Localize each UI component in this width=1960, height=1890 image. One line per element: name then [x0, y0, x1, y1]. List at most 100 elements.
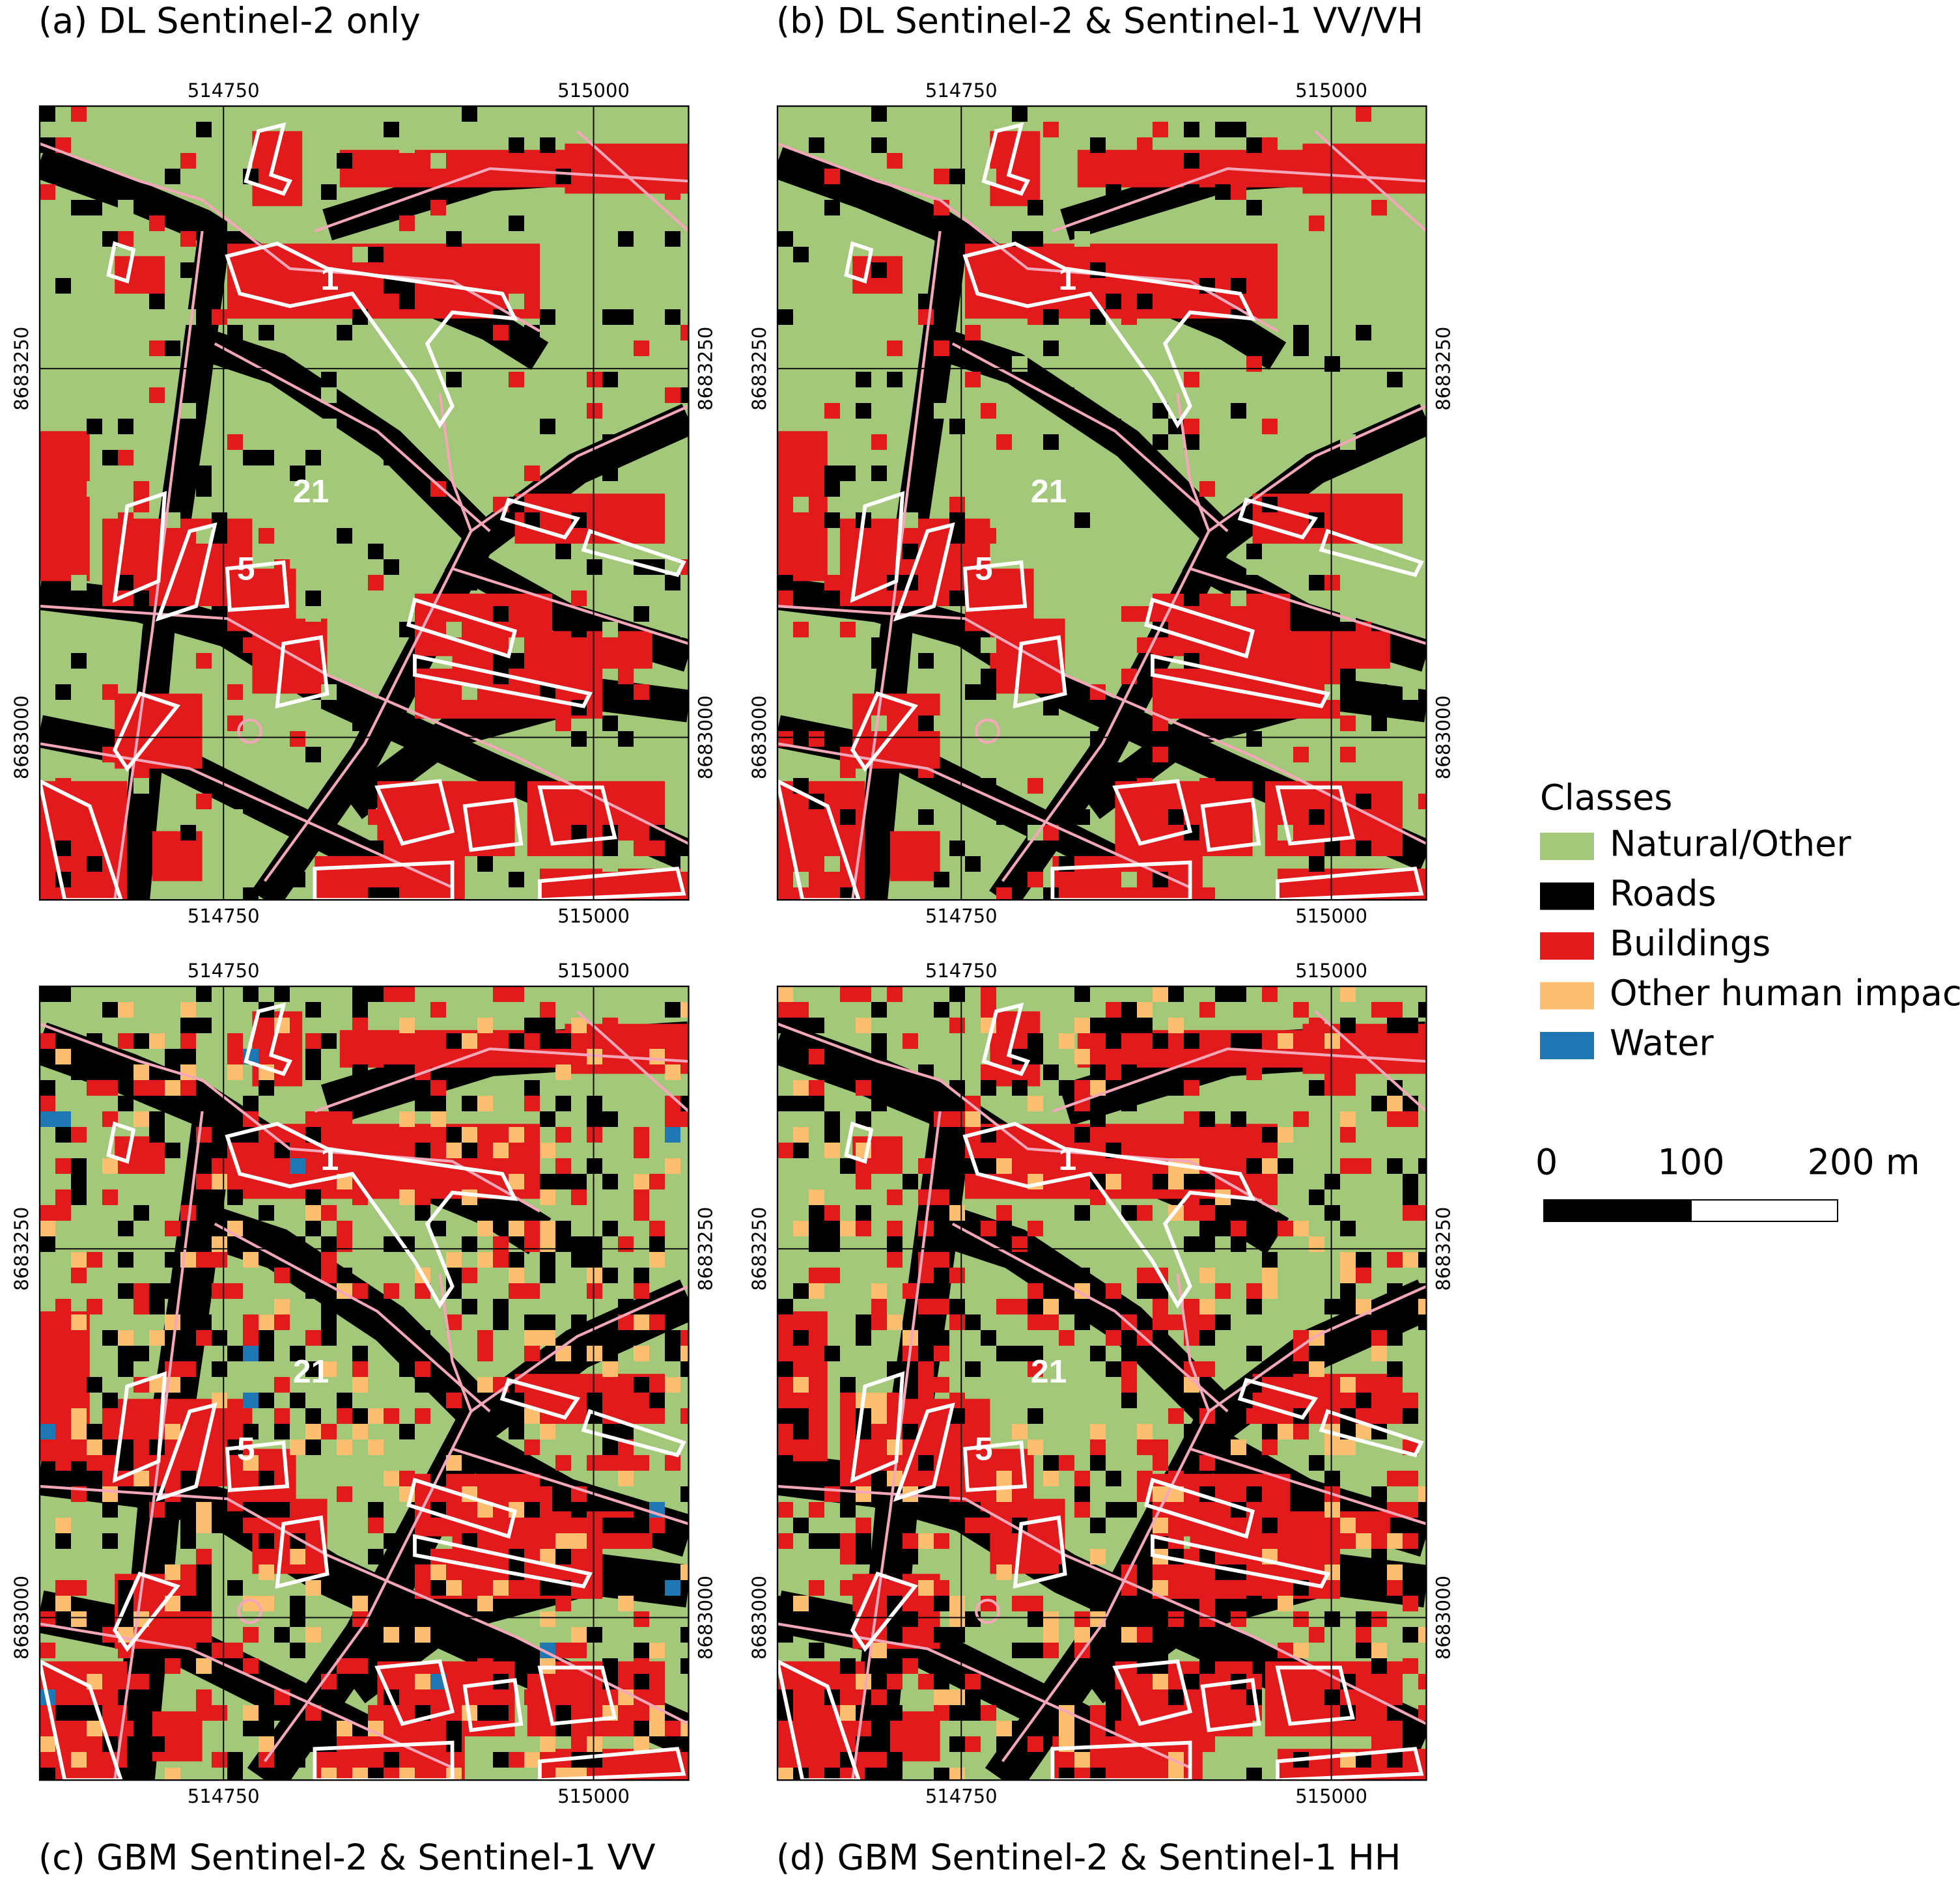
pixel — [87, 1439, 102, 1455]
pixel — [918, 1533, 934, 1549]
pixel — [1199, 1502, 1215, 1518]
pixel — [1184, 122, 1199, 137]
pixel — [40, 1752, 55, 1768]
pixel — [793, 1424, 809, 1439]
pixel — [40, 1080, 55, 1096]
pixel — [368, 1174, 384, 1189]
building-outline — [981, 122, 1031, 196]
pixel — [368, 1518, 384, 1533]
pixel — [227, 1346, 243, 1361]
pixel — [1028, 200, 1043, 215]
pixel — [227, 1283, 243, 1299]
pixel — [949, 1268, 965, 1283]
pixel — [1340, 1080, 1356, 1096]
pixel — [1043, 1611, 1059, 1627]
pixel — [1371, 716, 1387, 731]
pixel — [602, 466, 619, 481]
pixel — [352, 247, 368, 262]
pixel — [227, 1189, 243, 1205]
pixel — [243, 1346, 259, 1361]
pixel — [649, 1221, 665, 1236]
pixel — [337, 325, 352, 340]
osm-road — [576, 130, 689, 232]
x-coordinate-label: 515000 — [557, 79, 630, 102]
pixel — [40, 1111, 55, 1127]
x-coordinate-label: 515000 — [557, 905, 630, 927]
pixel — [665, 1002, 680, 1018]
pixel — [524, 1752, 540, 1768]
pixel — [649, 1643, 665, 1658]
pixel — [965, 1314, 981, 1330]
pixel — [949, 1736, 965, 1752]
pixel — [1278, 1533, 1293, 1549]
pixel — [856, 1174, 871, 1189]
osm-road — [214, 1222, 491, 1413]
pixel — [602, 1455, 619, 1471]
pixel — [71, 575, 87, 591]
pixel — [996, 1736, 1012, 1752]
map-frame — [38, 105, 690, 901]
pixel — [680, 1346, 689, 1361]
pixel — [1137, 1205, 1153, 1221]
pixel — [352, 1658, 368, 1674]
pixel — [1043, 1471, 1059, 1486]
pixel — [477, 1408, 493, 1424]
pixel — [196, 1611, 212, 1627]
pixel — [634, 1674, 650, 1689]
pixel — [509, 1752, 524, 1768]
pixel — [1324, 262, 1340, 278]
pixel — [1121, 1768, 1137, 1781]
pixel — [680, 1627, 689, 1643]
pixel — [809, 1533, 824, 1549]
pixel — [462, 575, 477, 591]
pixel — [1153, 747, 1168, 762]
pixel — [399, 1768, 415, 1781]
pixel — [793, 1596, 809, 1611]
pixel — [462, 1189, 477, 1205]
pixel — [274, 1627, 290, 1643]
pixel — [71, 1752, 87, 1768]
pixel — [493, 1143, 509, 1158]
pixel — [934, 1002, 949, 1018]
pixel — [1184, 153, 1199, 169]
building-outline — [962, 560, 1028, 612]
pixel — [243, 1096, 259, 1111]
pixel — [1012, 1299, 1028, 1314]
pixel — [477, 1018, 493, 1033]
pixel — [949, 497, 965, 512]
pixel — [509, 1408, 524, 1424]
pixel — [1090, 1455, 1106, 1471]
pixel — [1028, 1299, 1043, 1314]
pixel — [809, 1096, 824, 1111]
pixel — [149, 1080, 165, 1096]
pixel — [587, 1096, 603, 1111]
pixel — [118, 1096, 133, 1111]
pixel — [996, 1346, 1012, 1361]
pixel — [180, 1018, 196, 1033]
pixel — [71, 1252, 87, 1268]
pixel — [981, 1705, 996, 1721]
pixel — [1074, 1736, 1090, 1752]
pixel — [227, 1768, 243, 1781]
pixel — [571, 1736, 587, 1752]
pixel — [1074, 1268, 1090, 1283]
pixel — [809, 1346, 824, 1361]
pixel — [587, 1111, 603, 1127]
building-outline — [1200, 798, 1261, 852]
pixel — [555, 1596, 572, 1611]
pixel — [305, 1580, 322, 1596]
pixel — [180, 1502, 196, 1518]
pixel — [1090, 1111, 1106, 1127]
pixel — [981, 762, 996, 778]
pixel — [1059, 1721, 1074, 1736]
pixel — [102, 1158, 118, 1174]
pixel — [1215, 1283, 1231, 1299]
pixel — [1356, 1627, 1371, 1643]
pixel — [1121, 309, 1137, 325]
pixel — [555, 1096, 572, 1111]
pixel — [965, 1361, 981, 1377]
scale-bar-label: 0 — [1535, 1142, 1558, 1183]
pixel — [399, 1111, 415, 1127]
pixel — [918, 309, 934, 325]
pixel — [1012, 1236, 1028, 1252]
